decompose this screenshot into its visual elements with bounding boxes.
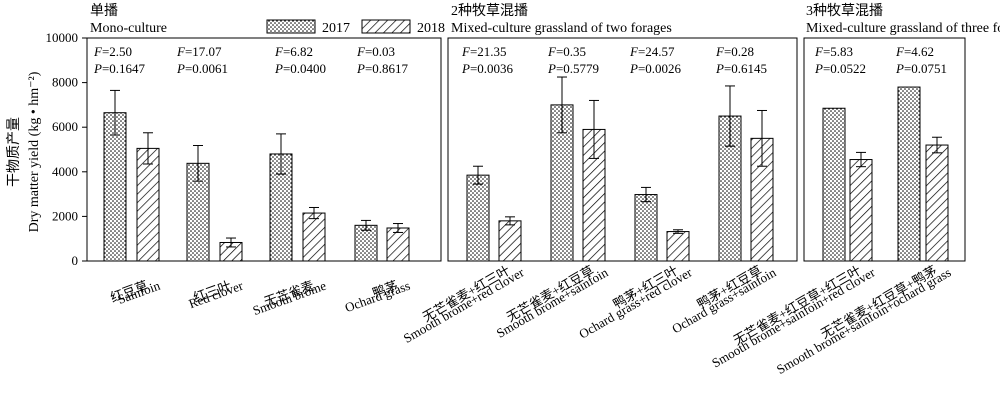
- legend: 2017 2018: [266, 19, 445, 36]
- y-tick-label: 0: [72, 253, 79, 268]
- error-bar: [505, 216, 515, 226]
- f-statistic: F=2.50: [93, 44, 132, 59]
- p-value: P=0.8617: [356, 61, 409, 76]
- legend-swatch-2018: [361, 19, 411, 34]
- bar-2018: [136, 147, 160, 262]
- p-value: P=0.0026: [629, 61, 682, 76]
- panel-frame: [803, 37, 966, 262]
- y-axis: 0 2000 4000 6000 8000 10000: [46, 30, 87, 268]
- error-bar: [473, 165, 483, 185]
- panel-title-en: Mixed-culture grassland of two forages: [451, 21, 672, 36]
- bar-2018: [498, 220, 522, 262]
- y-axis-label-en: Dry matter yield (kg • hm⁻²): [27, 71, 42, 232]
- f-statistic: F=17.07: [176, 44, 222, 59]
- error-bar: [932, 136, 942, 154]
- legend-swatch-2017: [266, 19, 316, 34]
- y-tick-label: 8000: [52, 75, 78, 90]
- bar-2018: [302, 212, 326, 262]
- panel-title-cn: 单播: [90, 3, 118, 19]
- p-value: P=0.6145: [715, 61, 767, 76]
- bar-2018: [849, 159, 873, 262]
- y-tick-label: 6000: [52, 119, 78, 134]
- panel-title-en: Mono-culture: [90, 21, 167, 36]
- error-bar: [110, 89, 120, 136]
- f-statistic: F=4.62: [895, 44, 934, 59]
- error-bar: [309, 206, 319, 220]
- p-value: P=0.0036: [461, 61, 514, 76]
- f-statistic: F=21.35: [461, 44, 507, 59]
- f-statistic: F=24.57: [629, 44, 675, 59]
- bar-2018: [925, 144, 949, 262]
- p-value: P=0.0061: [176, 61, 228, 76]
- y-tick-label: 4000: [52, 164, 78, 179]
- bar-2017: [634, 194, 658, 262]
- error-bar: [673, 229, 683, 234]
- bar-2018: [666, 231, 690, 262]
- legend-label-2017: 2017: [322, 21, 350, 36]
- p-value: P=0.0522: [814, 61, 866, 76]
- p-value: P=0.1647: [93, 61, 146, 76]
- f-statistic: F=0.28: [715, 44, 754, 59]
- error-bar: [361, 219, 371, 231]
- panel-frame: [447, 37, 798, 262]
- f-statistic: F=0.35: [547, 44, 586, 59]
- panel-1: 单播Mono-cultureF=2.50P=0.1647红豆草SainfoinF…: [86, 3, 442, 318]
- error-bar: [393, 223, 403, 233]
- bar-2017: [822, 107, 846, 262]
- panel-title-cn: 3种牧草混播: [806, 3, 883, 19]
- legend-label-2018: 2018: [417, 21, 445, 36]
- y-tick-label: 2000: [52, 208, 78, 223]
- p-value: P=0.5779: [547, 61, 599, 76]
- error-bar: [193, 144, 203, 182]
- error-bar: [276, 133, 286, 175]
- panel-frame: [86, 37, 442, 262]
- y-axis-label-cn: 干物质产量: [6, 117, 22, 187]
- chart-panels: 单播Mono-cultureF=2.50P=0.1647红豆草SainfoinF…: [86, 3, 1000, 377]
- p-value: P=0.0751: [895, 61, 947, 76]
- error-bar: [226, 237, 236, 248]
- p-value: P=0.0400: [274, 61, 326, 76]
- bar-2017: [466, 174, 490, 262]
- error-bar: [757, 109, 767, 167]
- panel-title-cn: 2种牧草混播: [451, 3, 528, 19]
- error-bar: [725, 85, 735, 147]
- f-statistic: F=0.03: [356, 44, 395, 59]
- f-statistic: F=6.82: [274, 44, 313, 59]
- error-bar: [143, 132, 153, 165]
- panel-2: 2种牧草混播 Mixed-culture grassland of two for…: [401, 3, 798, 346]
- error-bar: [589, 99, 599, 159]
- f-statistic: F=5.83: [814, 44, 853, 59]
- error-bar: [557, 76, 567, 134]
- error-bar: [856, 151, 866, 168]
- error-bar: [641, 186, 651, 203]
- panel-title-en: Mixed-culture grassland of three forages: [806, 21, 1000, 36]
- bar-2017: [897, 86, 921, 262]
- y-tick-label: 10000: [46, 30, 79, 45]
